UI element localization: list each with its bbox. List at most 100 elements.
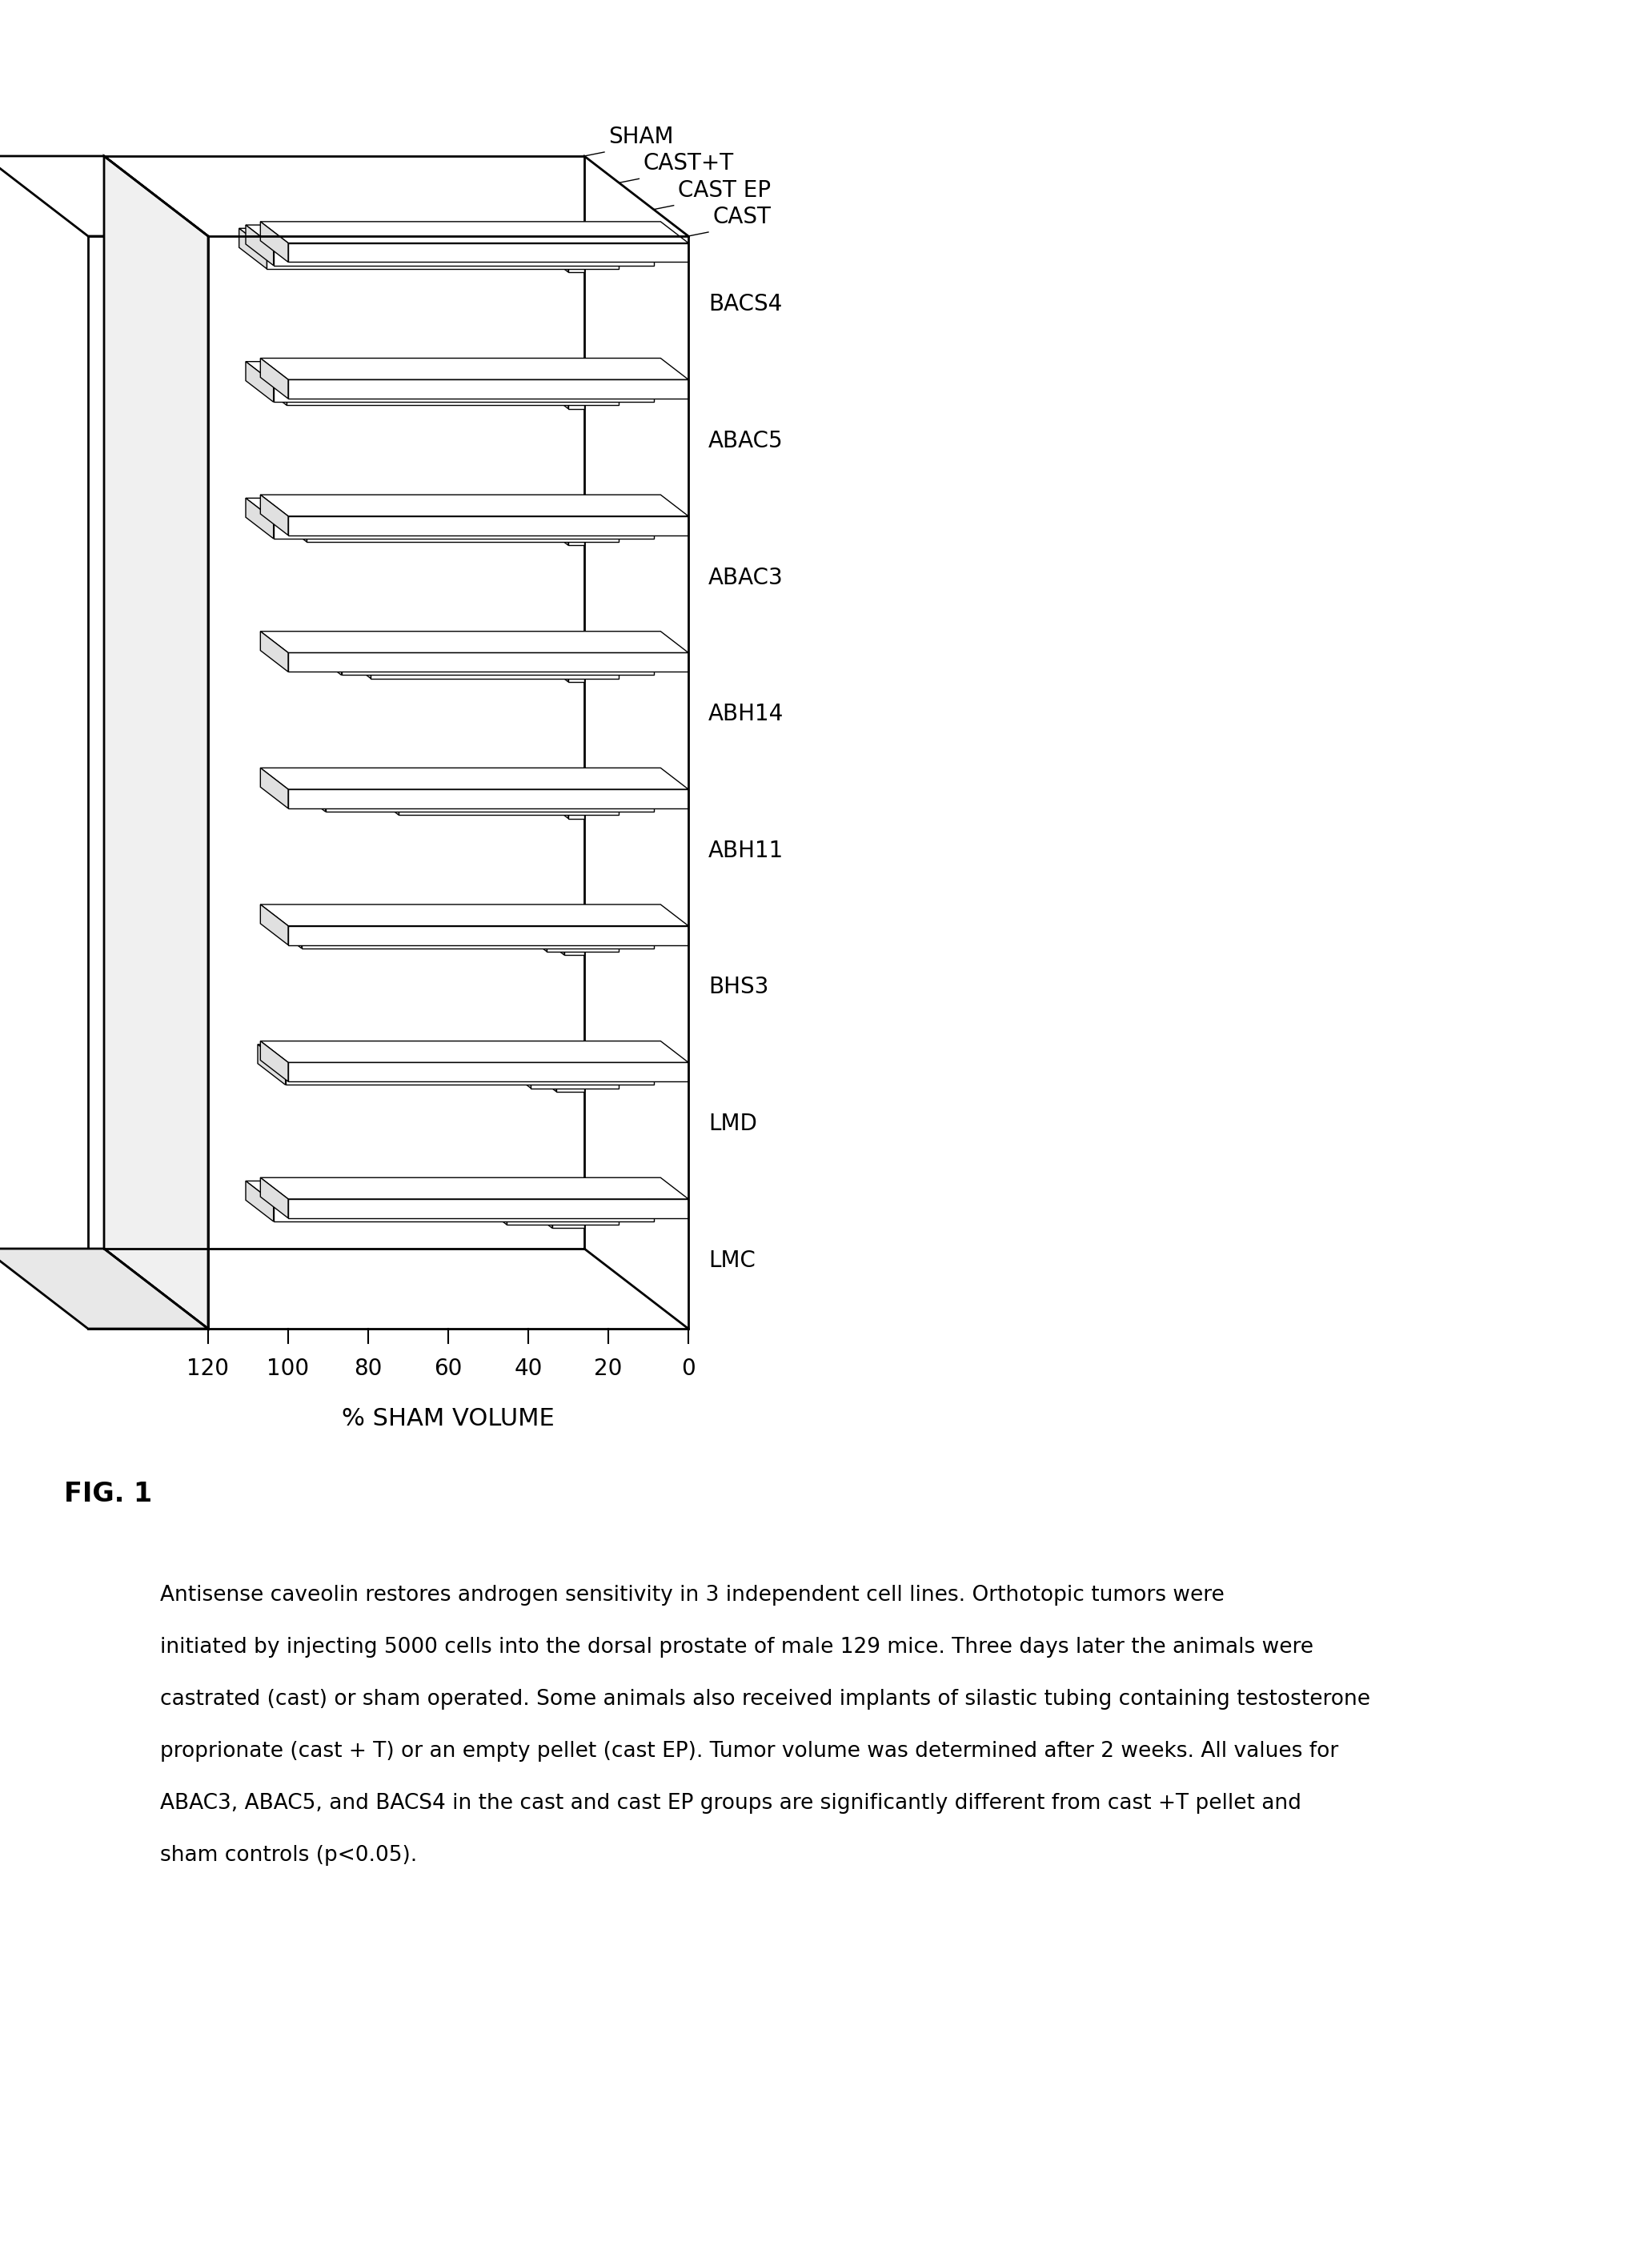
- Polygon shape: [344, 639, 620, 659]
- Polygon shape: [507, 1206, 620, 1226]
- Polygon shape: [540, 369, 568, 408]
- Polygon shape: [557, 1072, 585, 1092]
- Polygon shape: [568, 526, 585, 546]
- Polygon shape: [504, 1047, 530, 1088]
- Polygon shape: [287, 517, 689, 535]
- Text: ABAC3: ABAC3: [709, 566, 783, 589]
- Text: % SHAM VOLUME: % SHAM VOLUME: [342, 1407, 555, 1430]
- Text: BACS4: BACS4: [709, 292, 781, 315]
- Text: LMC: LMC: [709, 1249, 755, 1271]
- Text: 40: 40: [514, 1357, 542, 1380]
- Text: 0: 0: [681, 1357, 695, 1380]
- Polygon shape: [274, 247, 654, 265]
- Polygon shape: [398, 795, 620, 816]
- Polygon shape: [261, 632, 287, 671]
- Text: 20: 20: [595, 1357, 623, 1380]
- Polygon shape: [540, 641, 568, 682]
- Text: proprionate (cast + T) or an empty pellet (cast EP). Tumor volume was determined: proprionate (cast + T) or an empty pelle…: [160, 1740, 1338, 1761]
- Polygon shape: [261, 358, 689, 378]
- Polygon shape: [246, 363, 274, 401]
- Polygon shape: [246, 224, 274, 265]
- Polygon shape: [519, 911, 547, 952]
- Polygon shape: [529, 1051, 585, 1072]
- Polygon shape: [568, 390, 585, 408]
- Polygon shape: [88, 236, 208, 1328]
- Polygon shape: [261, 768, 689, 789]
- Polygon shape: [259, 365, 287, 406]
- Polygon shape: [525, 1187, 585, 1210]
- Text: ABAC5: ABAC5: [709, 431, 783, 453]
- Text: sham controls (p<0.05).: sham controls (p<0.05).: [160, 1845, 418, 1865]
- Polygon shape: [246, 363, 654, 383]
- Polygon shape: [372, 775, 620, 795]
- Polygon shape: [540, 231, 585, 254]
- Polygon shape: [274, 519, 654, 539]
- Polygon shape: [274, 909, 654, 929]
- Polygon shape: [246, 224, 654, 247]
- Polygon shape: [504, 1047, 620, 1070]
- Polygon shape: [537, 915, 585, 936]
- Polygon shape: [540, 505, 568, 546]
- Polygon shape: [287, 378, 689, 399]
- Polygon shape: [274, 909, 301, 947]
- Polygon shape: [261, 494, 287, 535]
- Polygon shape: [259, 365, 620, 385]
- Polygon shape: [287, 653, 689, 671]
- Polygon shape: [479, 1185, 507, 1226]
- Text: ABH11: ABH11: [709, 838, 783, 861]
- Polygon shape: [314, 634, 342, 675]
- Text: initiated by injecting 5000 cells into the dorsal prostate of male 129 mice. Thr: initiated by injecting 5000 cells into t…: [160, 1636, 1313, 1659]
- Polygon shape: [568, 662, 585, 682]
- Polygon shape: [537, 915, 565, 954]
- Polygon shape: [261, 768, 287, 809]
- Polygon shape: [261, 1040, 689, 1063]
- Polygon shape: [540, 369, 585, 390]
- Polygon shape: [261, 904, 287, 945]
- Text: LMD: LMD: [709, 1113, 757, 1135]
- Polygon shape: [286, 1065, 654, 1085]
- Polygon shape: [287, 927, 689, 945]
- Polygon shape: [246, 1181, 274, 1221]
- Polygon shape: [540, 231, 568, 272]
- Polygon shape: [258, 1045, 654, 1065]
- Polygon shape: [0, 1249, 208, 1328]
- Polygon shape: [246, 499, 654, 519]
- Polygon shape: [325, 793, 654, 811]
- Polygon shape: [0, 156, 208, 236]
- Polygon shape: [568, 800, 585, 818]
- Polygon shape: [261, 494, 689, 517]
- Polygon shape: [565, 936, 585, 954]
- Polygon shape: [547, 934, 620, 952]
- Polygon shape: [519, 911, 620, 934]
- Polygon shape: [246, 499, 274, 539]
- Polygon shape: [540, 641, 585, 662]
- Text: ABH14: ABH14: [709, 702, 783, 725]
- Polygon shape: [246, 1181, 654, 1203]
- Polygon shape: [279, 501, 620, 523]
- Text: 60: 60: [434, 1357, 463, 1380]
- Polygon shape: [104, 156, 208, 1328]
- Polygon shape: [370, 659, 620, 678]
- Polygon shape: [540, 777, 568, 818]
- Text: CAST+T: CAST+T: [643, 152, 733, 174]
- Polygon shape: [540, 505, 585, 526]
- Polygon shape: [314, 634, 654, 657]
- Polygon shape: [261, 1178, 689, 1199]
- Text: SHAM: SHAM: [608, 125, 674, 147]
- Polygon shape: [279, 501, 307, 542]
- Polygon shape: [240, 229, 266, 270]
- Polygon shape: [287, 789, 689, 809]
- Text: castrated (cast) or sham operated. Some animals also received implants of silast: castrated (cast) or sham operated. Some …: [160, 1688, 1370, 1711]
- Polygon shape: [287, 1063, 689, 1081]
- Text: ABAC3, ABAC5, and BACS4 in the cast and cast EP groups are significantly differe: ABAC3, ABAC5, and BACS4 in the cast and …: [160, 1792, 1302, 1813]
- Polygon shape: [240, 229, 620, 249]
- Polygon shape: [266, 249, 620, 270]
- Polygon shape: [287, 1199, 689, 1219]
- Polygon shape: [297, 770, 654, 793]
- Text: CAST EP: CAST EP: [677, 179, 770, 202]
- Text: CAST: CAST: [712, 206, 771, 229]
- Polygon shape: [529, 1051, 557, 1092]
- Polygon shape: [261, 1040, 287, 1081]
- Polygon shape: [297, 770, 325, 811]
- Text: FIG. 1: FIG. 1: [64, 1480, 152, 1507]
